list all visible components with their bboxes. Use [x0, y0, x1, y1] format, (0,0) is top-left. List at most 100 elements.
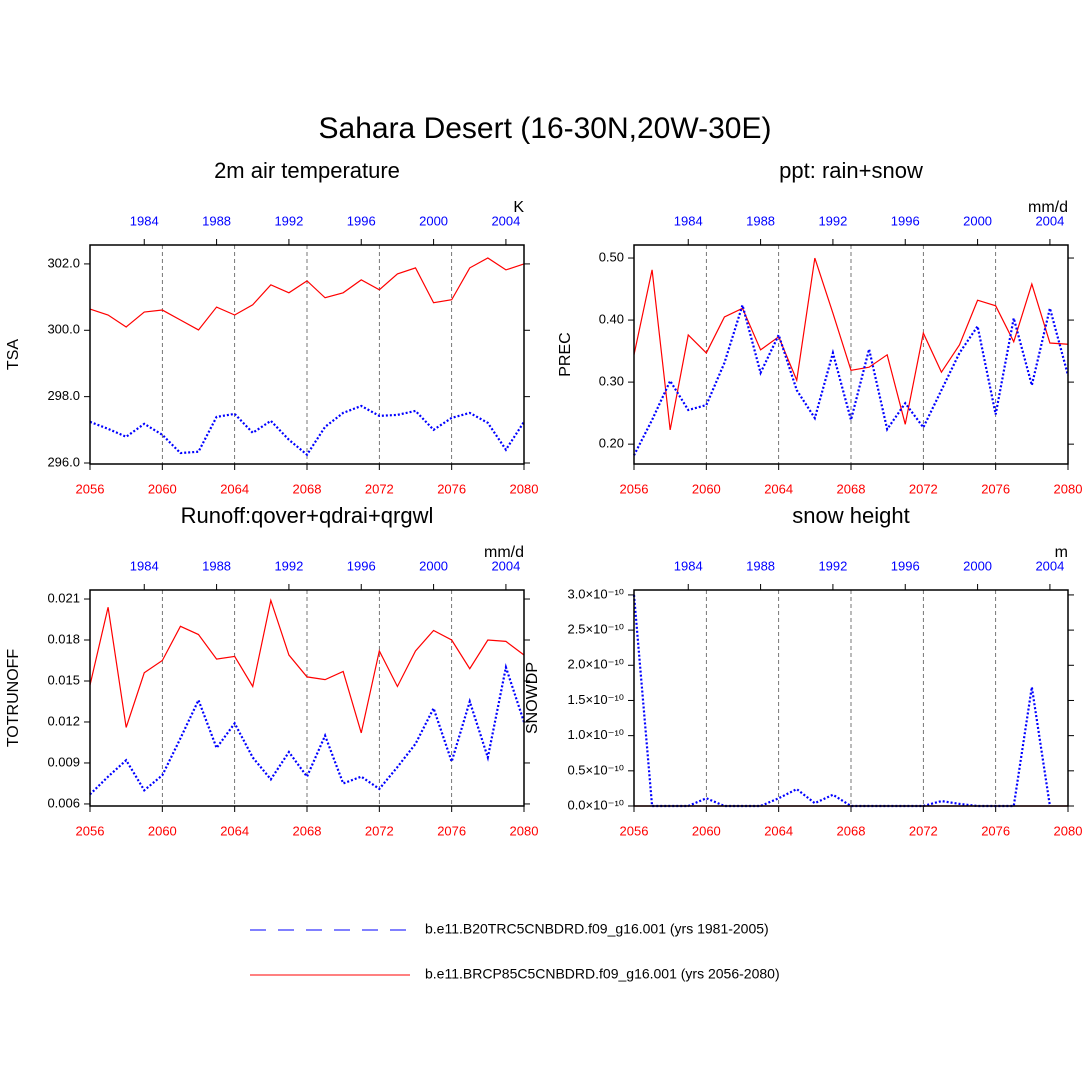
x2-tick-label: 1992 [818, 213, 847, 228]
x-tick-label: 2064 [764, 823, 793, 838]
y-tick-label: 0.009 [47, 754, 80, 769]
units-label: mm/d [1028, 199, 1068, 216]
x-tick-label: 2056 [620, 823, 649, 838]
y-tick-label: 2.5×10⁻¹⁰ [567, 622, 624, 637]
x-tick-label: 2064 [220, 481, 249, 496]
x2-tick-label: 1984 [130, 213, 159, 228]
y-tick-label: 0.0×10⁻¹⁰ [567, 797, 624, 812]
x2-tick-label: 1996 [347, 558, 376, 573]
x2-tick-label: 1988 [202, 213, 231, 228]
x2-tick-label: 1996 [347, 213, 376, 228]
x-tick-label: 2080 [1054, 481, 1083, 496]
x-tick-label: 2080 [1054, 823, 1083, 838]
series-line [633, 301, 1070, 456]
x-tick-label: 2068 [293, 481, 322, 496]
plot-frame [633, 244, 1069, 465]
y-tick-label: 0.30 [599, 374, 624, 389]
plot-frame [89, 589, 525, 807]
x2-tick-label: 1984 [674, 558, 703, 573]
y-tick-label: 0.5×10⁻¹⁰ [567, 762, 624, 777]
x-tick-label: 2080 [510, 823, 539, 838]
x-tick-label: 2056 [620, 481, 649, 496]
legend-label: b.e11.BRCP85C5CNBDRD.f09_g16.001 (yrs 20… [425, 966, 780, 982]
x-tick-label: 2064 [220, 823, 249, 838]
y-tick-label: 296.0 [47, 454, 80, 469]
x2-tick-label: 2000 [419, 213, 448, 228]
y-axis-label: TOTRUNOFF [5, 649, 22, 748]
x2-tick-label: 1988 [746, 558, 775, 573]
y-tick-label: 0.006 [47, 795, 80, 810]
y-tick-label: 0.50 [599, 249, 624, 264]
series-line [632, 594, 1052, 808]
x-tick-label: 2068 [837, 823, 866, 838]
x-tick-label: 2060 [148, 481, 177, 496]
y-tick-label: 0.015 [47, 672, 80, 687]
y-axis-label: SNOWDP [524, 662, 541, 734]
series-line [89, 663, 526, 796]
x-tick-label: 2072 [365, 823, 394, 838]
x2-tick-label: 1996 [891, 213, 920, 228]
y-tick-label: 300.0 [47, 322, 80, 337]
y-axis-label: PREC [557, 332, 574, 376]
x-tick-label: 2080 [510, 481, 539, 496]
plot-frame [89, 244, 525, 465]
x-tick-label: 2056 [76, 823, 105, 838]
x2-tick-label: 1992 [818, 558, 847, 573]
y-tick-label: 0.40 [599, 312, 624, 327]
y-tick-label: 1.5×10⁻¹⁰ [567, 692, 624, 707]
units-label: m [1055, 544, 1068, 561]
y-tick-label: 3.0×10⁻¹⁰ [567, 586, 624, 601]
y-tick-label: 298.0 [47, 388, 80, 403]
y-axis-label: TSA [5, 339, 22, 370]
x-tick-label: 2072 [909, 481, 938, 496]
figure-title: Sahara Desert (16-30N,20W-30E) [319, 112, 772, 145]
x-tick-label: 2064 [764, 481, 793, 496]
series-line [633, 257, 1069, 430]
series-line [89, 598, 525, 734]
units-label: K [513, 199, 524, 216]
y-tick-label: 0.018 [47, 631, 80, 646]
x2-tick-label: 1984 [674, 213, 703, 228]
x2-tick-label: 2004 [1035, 213, 1064, 228]
x-tick-label: 2072 [909, 823, 938, 838]
x2-tick-label: 1992 [274, 558, 303, 573]
x2-tick-label: 1988 [202, 558, 231, 573]
x-tick-label: 2056 [76, 481, 105, 496]
x2-tick-label: 2004 [1035, 558, 1064, 573]
x2-tick-label: 1988 [746, 213, 775, 228]
y-tick-label: 302.0 [47, 255, 80, 270]
y-tick-label: 0.20 [599, 436, 624, 451]
x-tick-label: 2076 [437, 481, 466, 496]
x2-tick-label: 1996 [891, 558, 920, 573]
panel-title: ppt: rain+snow [779, 158, 923, 183]
x-tick-label: 2076 [437, 823, 466, 838]
x2-tick-label: 2000 [419, 558, 448, 573]
x-tick-label: 2076 [981, 481, 1010, 496]
x2-tick-label: 2004 [491, 213, 520, 228]
y-tick-label: 0.012 [47, 713, 80, 728]
x2-tick-label: 2000 [963, 558, 992, 573]
y-tick-label: 2.0×10⁻¹⁰ [567, 657, 624, 672]
units-label: mm/d [484, 544, 524, 561]
panel-title: Runoff:qover+qdrai+qrgwl [181, 503, 434, 528]
y-tick-label: 1.0×10⁻¹⁰ [567, 727, 624, 742]
plot-frame [633, 589, 1069, 807]
x2-tick-label: 2004 [491, 558, 520, 573]
panel-title: 2m air temperature [214, 158, 400, 183]
x2-tick-label: 1984 [130, 558, 159, 573]
x-tick-label: 2060 [148, 823, 177, 838]
x-tick-label: 2068 [837, 481, 866, 496]
x-tick-label: 2068 [293, 823, 322, 838]
series-line [89, 404, 525, 457]
panel-title: snow height [792, 503, 909, 528]
x-tick-label: 2060 [692, 481, 721, 496]
y-tick-label: 0.021 [47, 590, 80, 605]
legend-label: b.e11.B20TRC5CNBDRD.f09_g16.001 (yrs 198… [425, 921, 769, 937]
x-tick-label: 2060 [692, 823, 721, 838]
x2-tick-label: 2000 [963, 213, 992, 228]
series-line [89, 257, 525, 331]
x-tick-label: 2076 [981, 823, 1010, 838]
x2-tick-label: 1992 [274, 213, 303, 228]
x-tick-label: 2072 [365, 481, 394, 496]
